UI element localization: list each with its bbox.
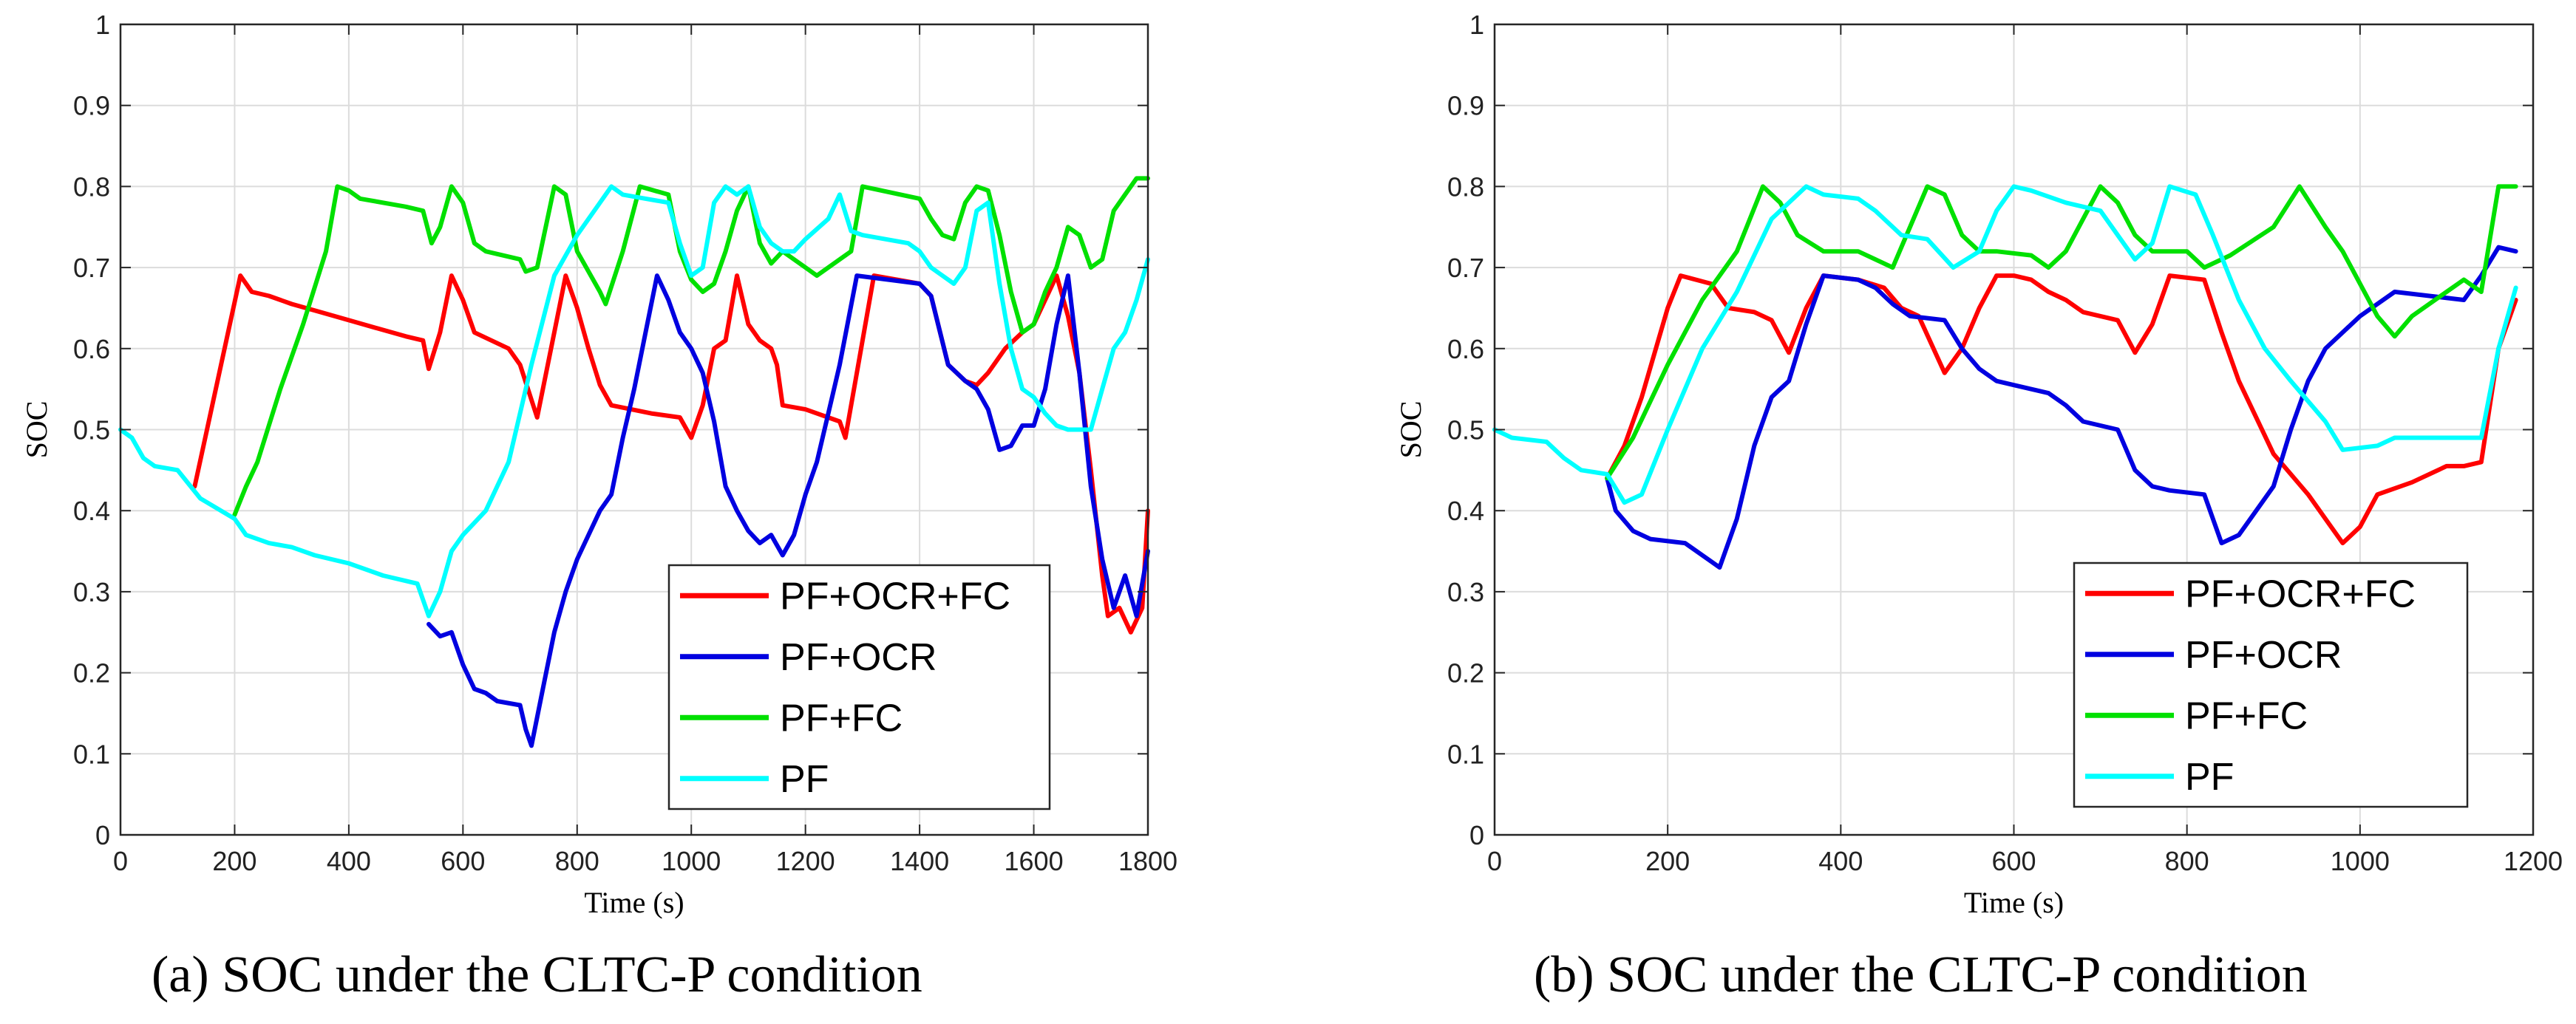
- y-tick-label: 0.2: [73, 658, 110, 689]
- y-tick-label: 0: [1469, 820, 1484, 850]
- legend-entry: PF+OCR: [2185, 634, 2342, 677]
- series-line-pf-ocr-fc: [1605, 273, 2518, 546]
- y-axis-label: SOC: [20, 401, 53, 459]
- y-tick-label: 0.9: [1447, 91, 1484, 121]
- x-tick-label: 0: [1487, 846, 1502, 876]
- x-tick-label: 1800: [1118, 846, 1177, 876]
- x-tick-label: 400: [327, 846, 371, 876]
- caption-b: (b) SOC under the CLTC-P condition: [1534, 946, 2308, 1003]
- x-tick-label: 200: [1645, 846, 1690, 876]
- y-tick-label: 0.1: [1447, 739, 1484, 769]
- x-tick-label: 1000: [662, 846, 721, 876]
- y-tick-label: 0.8: [73, 171, 110, 202]
- legend-entry: PF+OCR+FC: [780, 575, 1010, 618]
- x-tick-label: 200: [212, 846, 256, 876]
- legend-entry: PF: [2185, 756, 2234, 799]
- legend-box: [667, 564, 1051, 810]
- legend-entry: PF+FC: [2185, 694, 2308, 737]
- y-tick-label: 0.3: [73, 577, 110, 607]
- chart-b: 0 200 400 600 800 1000 1200 0 0.1 0.2 0.3 0.4 0.5 0.6…: [1394, 10, 2563, 919]
- y-tick-label: 0.6: [73, 334, 110, 364]
- y-axis-label: SOC: [1394, 401, 1427, 459]
- x-tick-label: 600: [441, 846, 485, 876]
- legend-entry: PF+FC: [780, 697, 903, 740]
- y-tick-label: 0.9: [73, 91, 110, 121]
- series-line-pf-ocr-fc: [192, 273, 1150, 635]
- series-line-pf: [1492, 184, 2518, 505]
- y-tick-label: 0.6: [1447, 334, 1484, 364]
- y-tick-label: 0.5: [1447, 415, 1484, 446]
- y-tick-label: 0.4: [73, 496, 110, 526]
- legend-entry: PF: [780, 758, 829, 801]
- y-tick-label: 1: [95, 10, 110, 40]
- legend-entry: PF+OCR: [780, 636, 937, 679]
- x-tick-label: 0: [113, 846, 128, 876]
- legend: PF+OCR+FC PF+OCR PF+FC PF: [667, 564, 1051, 810]
- y-tick-label: 0.5: [73, 415, 110, 446]
- series-line-pf-fc: [232, 176, 1150, 517]
- legend-box: [2073, 562, 2469, 808]
- legend-entry: PF+OCR+FC: [2185, 573, 2416, 615]
- y-tick-label: 0.7: [1447, 253, 1484, 283]
- legend: PF+OCR+FC PF+OCR PF+FC PF: [2073, 562, 2469, 808]
- chart-a: 0 200 400 600 800 1000 1200 1400 1600 1800 0 0.1 0.2…: [20, 10, 1177, 919]
- series-line-pf-ocr: [1605, 245, 2518, 570]
- y-tick-label: 0.1: [73, 739, 110, 769]
- y-tick-label: 0.7: [73, 253, 110, 283]
- series-line-pf-fc: [1605, 184, 2518, 481]
- x-tick-label: 1200: [2504, 846, 2563, 876]
- y-tick-label: 1: [1469, 10, 1484, 40]
- x-tick-label: 1200: [776, 846, 835, 876]
- y-tick-label: 0.2: [1447, 658, 1484, 689]
- series-line-pf: [118, 184, 1150, 618]
- x-tick-label: 400: [1818, 846, 1863, 876]
- x-tick-label: 600: [1991, 846, 2036, 876]
- x-tick-label: 1000: [2331, 846, 2390, 876]
- x-axis-label: Time (s): [584, 886, 684, 919]
- y-tick-label: 0.3: [1447, 577, 1484, 607]
- x-tick-label: 800: [2165, 846, 2209, 876]
- x-tick-label: 800: [555, 846, 599, 876]
- y-tick-label: 0.8: [1447, 171, 1484, 202]
- y-tick-label: 0: [95, 820, 110, 850]
- caption-a: (a) SOC under the CLTC-P condition: [152, 946, 922, 1003]
- x-tick-label: 1600: [1005, 846, 1064, 876]
- x-axis-label: Time (s): [1964, 886, 2064, 919]
- y-tick-label: 0.4: [1447, 496, 1484, 526]
- x-tick-label: 1400: [890, 846, 949, 876]
